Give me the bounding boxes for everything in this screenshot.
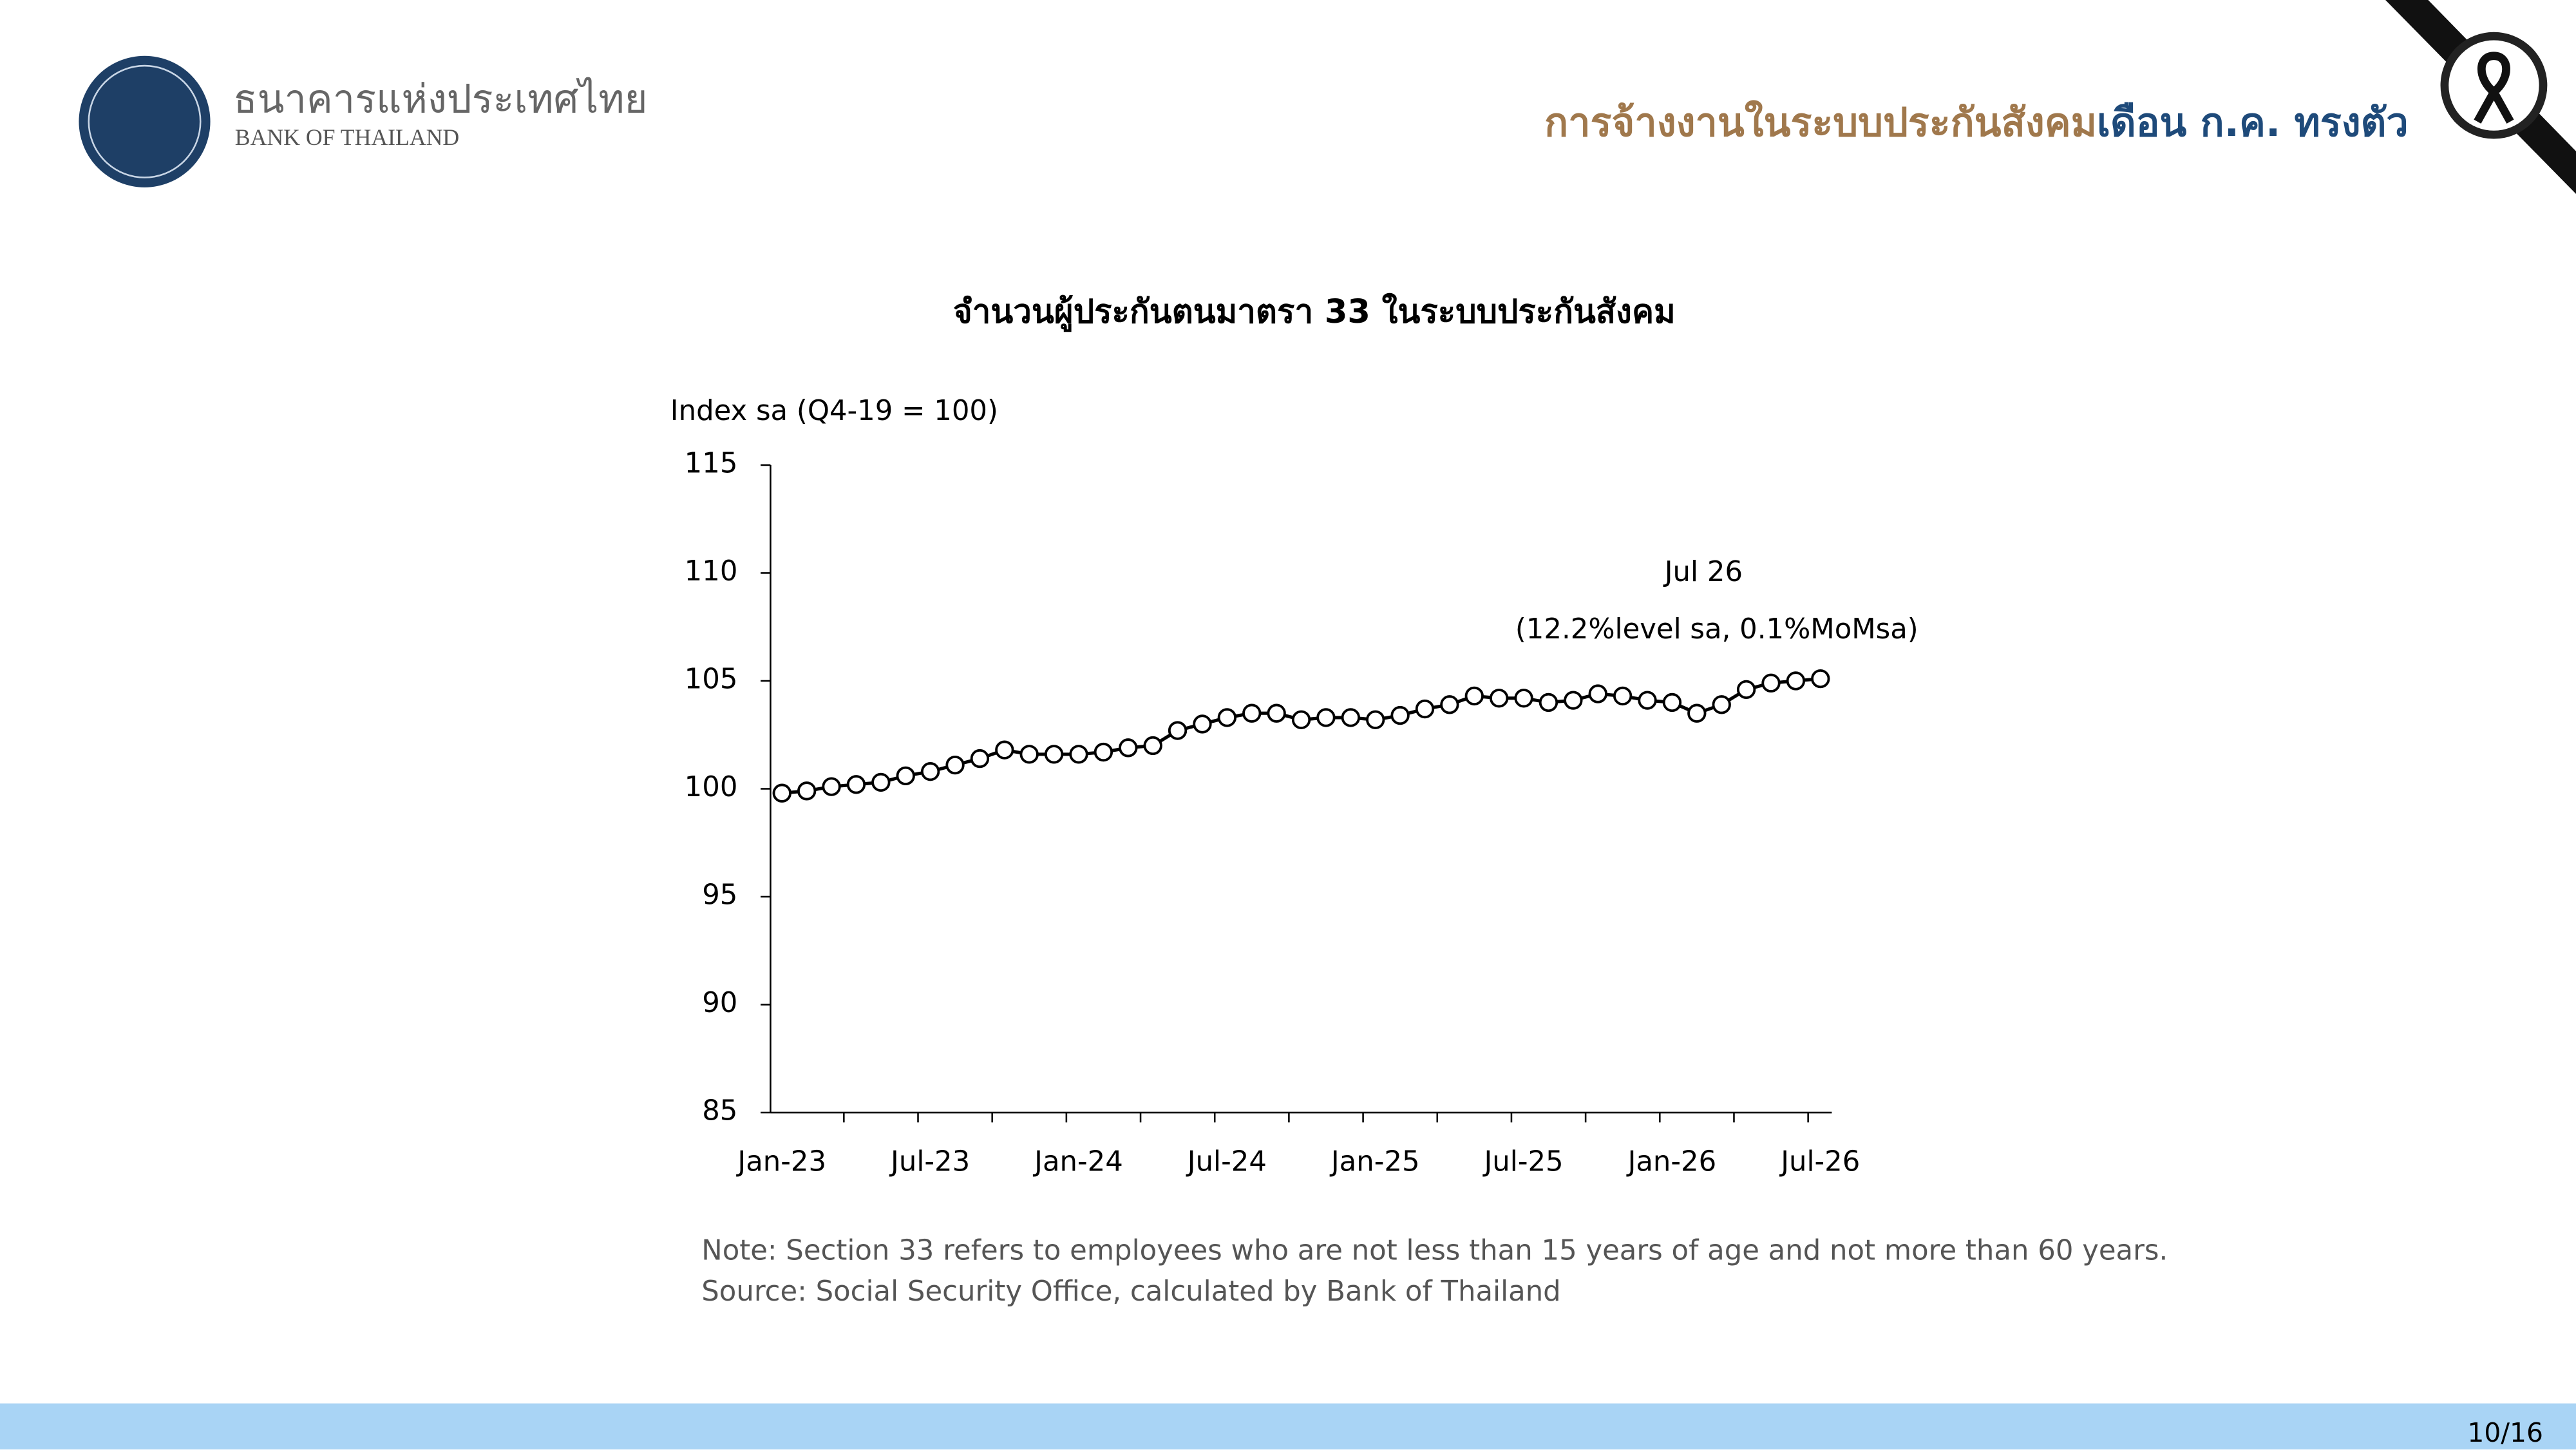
data-point — [1687, 703, 1707, 723]
y-axis-label: Index sa (Q4-19 = 100) — [670, 395, 998, 427]
data-point — [1786, 671, 1806, 691]
data-point — [1811, 669, 1830, 689]
ribbon-badge — [2440, 32, 2548, 139]
x-tick-label: Jan-26 — [1626, 1146, 1717, 1178]
bank-name-thai: ธนาคารแห่งประเทศไทย — [233, 77, 647, 122]
source: Source: Social Security Office, calculat… — [701, 1275, 1560, 1308]
data-point — [1291, 710, 1311, 729]
footer-bar — [0, 1403, 2576, 1449]
data-point — [1341, 708, 1360, 727]
data-point — [1168, 721, 1188, 740]
data-point — [1440, 695, 1459, 714]
x-tick-label: Jul-26 — [1779, 1146, 1860, 1178]
data-point — [1094, 742, 1113, 762]
y-tick-label: 95 — [702, 879, 737, 912]
logo — [79, 55, 211, 187]
data-point — [1390, 705, 1410, 725]
logo-ring — [88, 64, 202, 178]
data-point — [1564, 691, 1583, 710]
y-tick-label: 115 — [685, 447, 738, 479]
y-tick-label: 110 — [685, 555, 738, 587]
annotation: Jul 26 — [1663, 556, 1743, 588]
data-point — [1638, 691, 1657, 710]
data-point — [871, 772, 891, 792]
data-point — [1539, 693, 1558, 712]
y-tick-label: 100 — [685, 771, 738, 803]
data-point — [1069, 745, 1088, 764]
bank-name: BANK OF THAILAND — [235, 124, 459, 150]
x-tick-label: Jul-24 — [1186, 1146, 1267, 1178]
data-point — [1217, 708, 1237, 727]
data-point — [1514, 689, 1533, 708]
data-point — [1736, 680, 1756, 700]
y-tick-label: 90 — [702, 987, 737, 1019]
data-point — [1464, 686, 1484, 706]
data-point — [822, 777, 841, 796]
data-point — [1019, 745, 1039, 764]
headline: การจ้างงานในระบบประกันสังคมเดือน ก.ค. ทร… — [1544, 99, 2409, 145]
data-point — [920, 762, 940, 781]
data-point — [1662, 693, 1682, 712]
data-point — [1490, 689, 1509, 708]
data-point — [1613, 686, 1633, 706]
data-point — [1242, 703, 1262, 723]
x-tick-label: Jan-24 — [1032, 1146, 1123, 1178]
data-point — [1316, 708, 1336, 727]
data-point — [1415, 699, 1435, 719]
annotation: (12.2%level sa, 0.1%MoMsa) — [1515, 613, 1918, 645]
data-point — [1044, 745, 1064, 764]
data-point — [1267, 703, 1286, 723]
y-tick-label: 85 — [702, 1095, 737, 1127]
x-tick-label: Jan-25 — [1329, 1146, 1420, 1178]
data-point — [1193, 714, 1212, 734]
data-point — [1761, 673, 1781, 693]
data-point — [772, 783, 791, 803]
x-tick-label: Jan-23 — [735, 1146, 826, 1178]
data-point — [896, 766, 915, 786]
y-tick-label: 105 — [685, 663, 738, 695]
data-point — [1119, 738, 1138, 758]
data-point — [846, 775, 866, 794]
headline-part2: เดือน ก.ค. ทรงตัว — [2097, 99, 2409, 145]
data-point — [1366, 710, 1385, 729]
x-tick-label: Jul-23 — [889, 1146, 970, 1178]
data-point — [945, 755, 965, 775]
data-point — [1143, 736, 1162, 756]
data-point — [797, 781, 817, 801]
headline-part1: การจ้างงานในระบบประกันสังคม — [1544, 99, 2097, 145]
page-number: 10/16 — [2467, 1417, 2543, 1448]
data-point — [995, 740, 1014, 759]
data-point — [1712, 695, 1731, 714]
note: Note: Section 33 refers to employees who… — [701, 1234, 2168, 1266]
chart-title: จำนวนผู้ประกันตนมาตรา 33 ในระบบประกันสัง… — [953, 292, 1676, 332]
x-tick-label: Jul-25 — [1482, 1146, 1564, 1178]
ribbon — [2474, 52, 2514, 124]
data-point — [1588, 684, 1607, 703]
data-point — [970, 749, 990, 769]
